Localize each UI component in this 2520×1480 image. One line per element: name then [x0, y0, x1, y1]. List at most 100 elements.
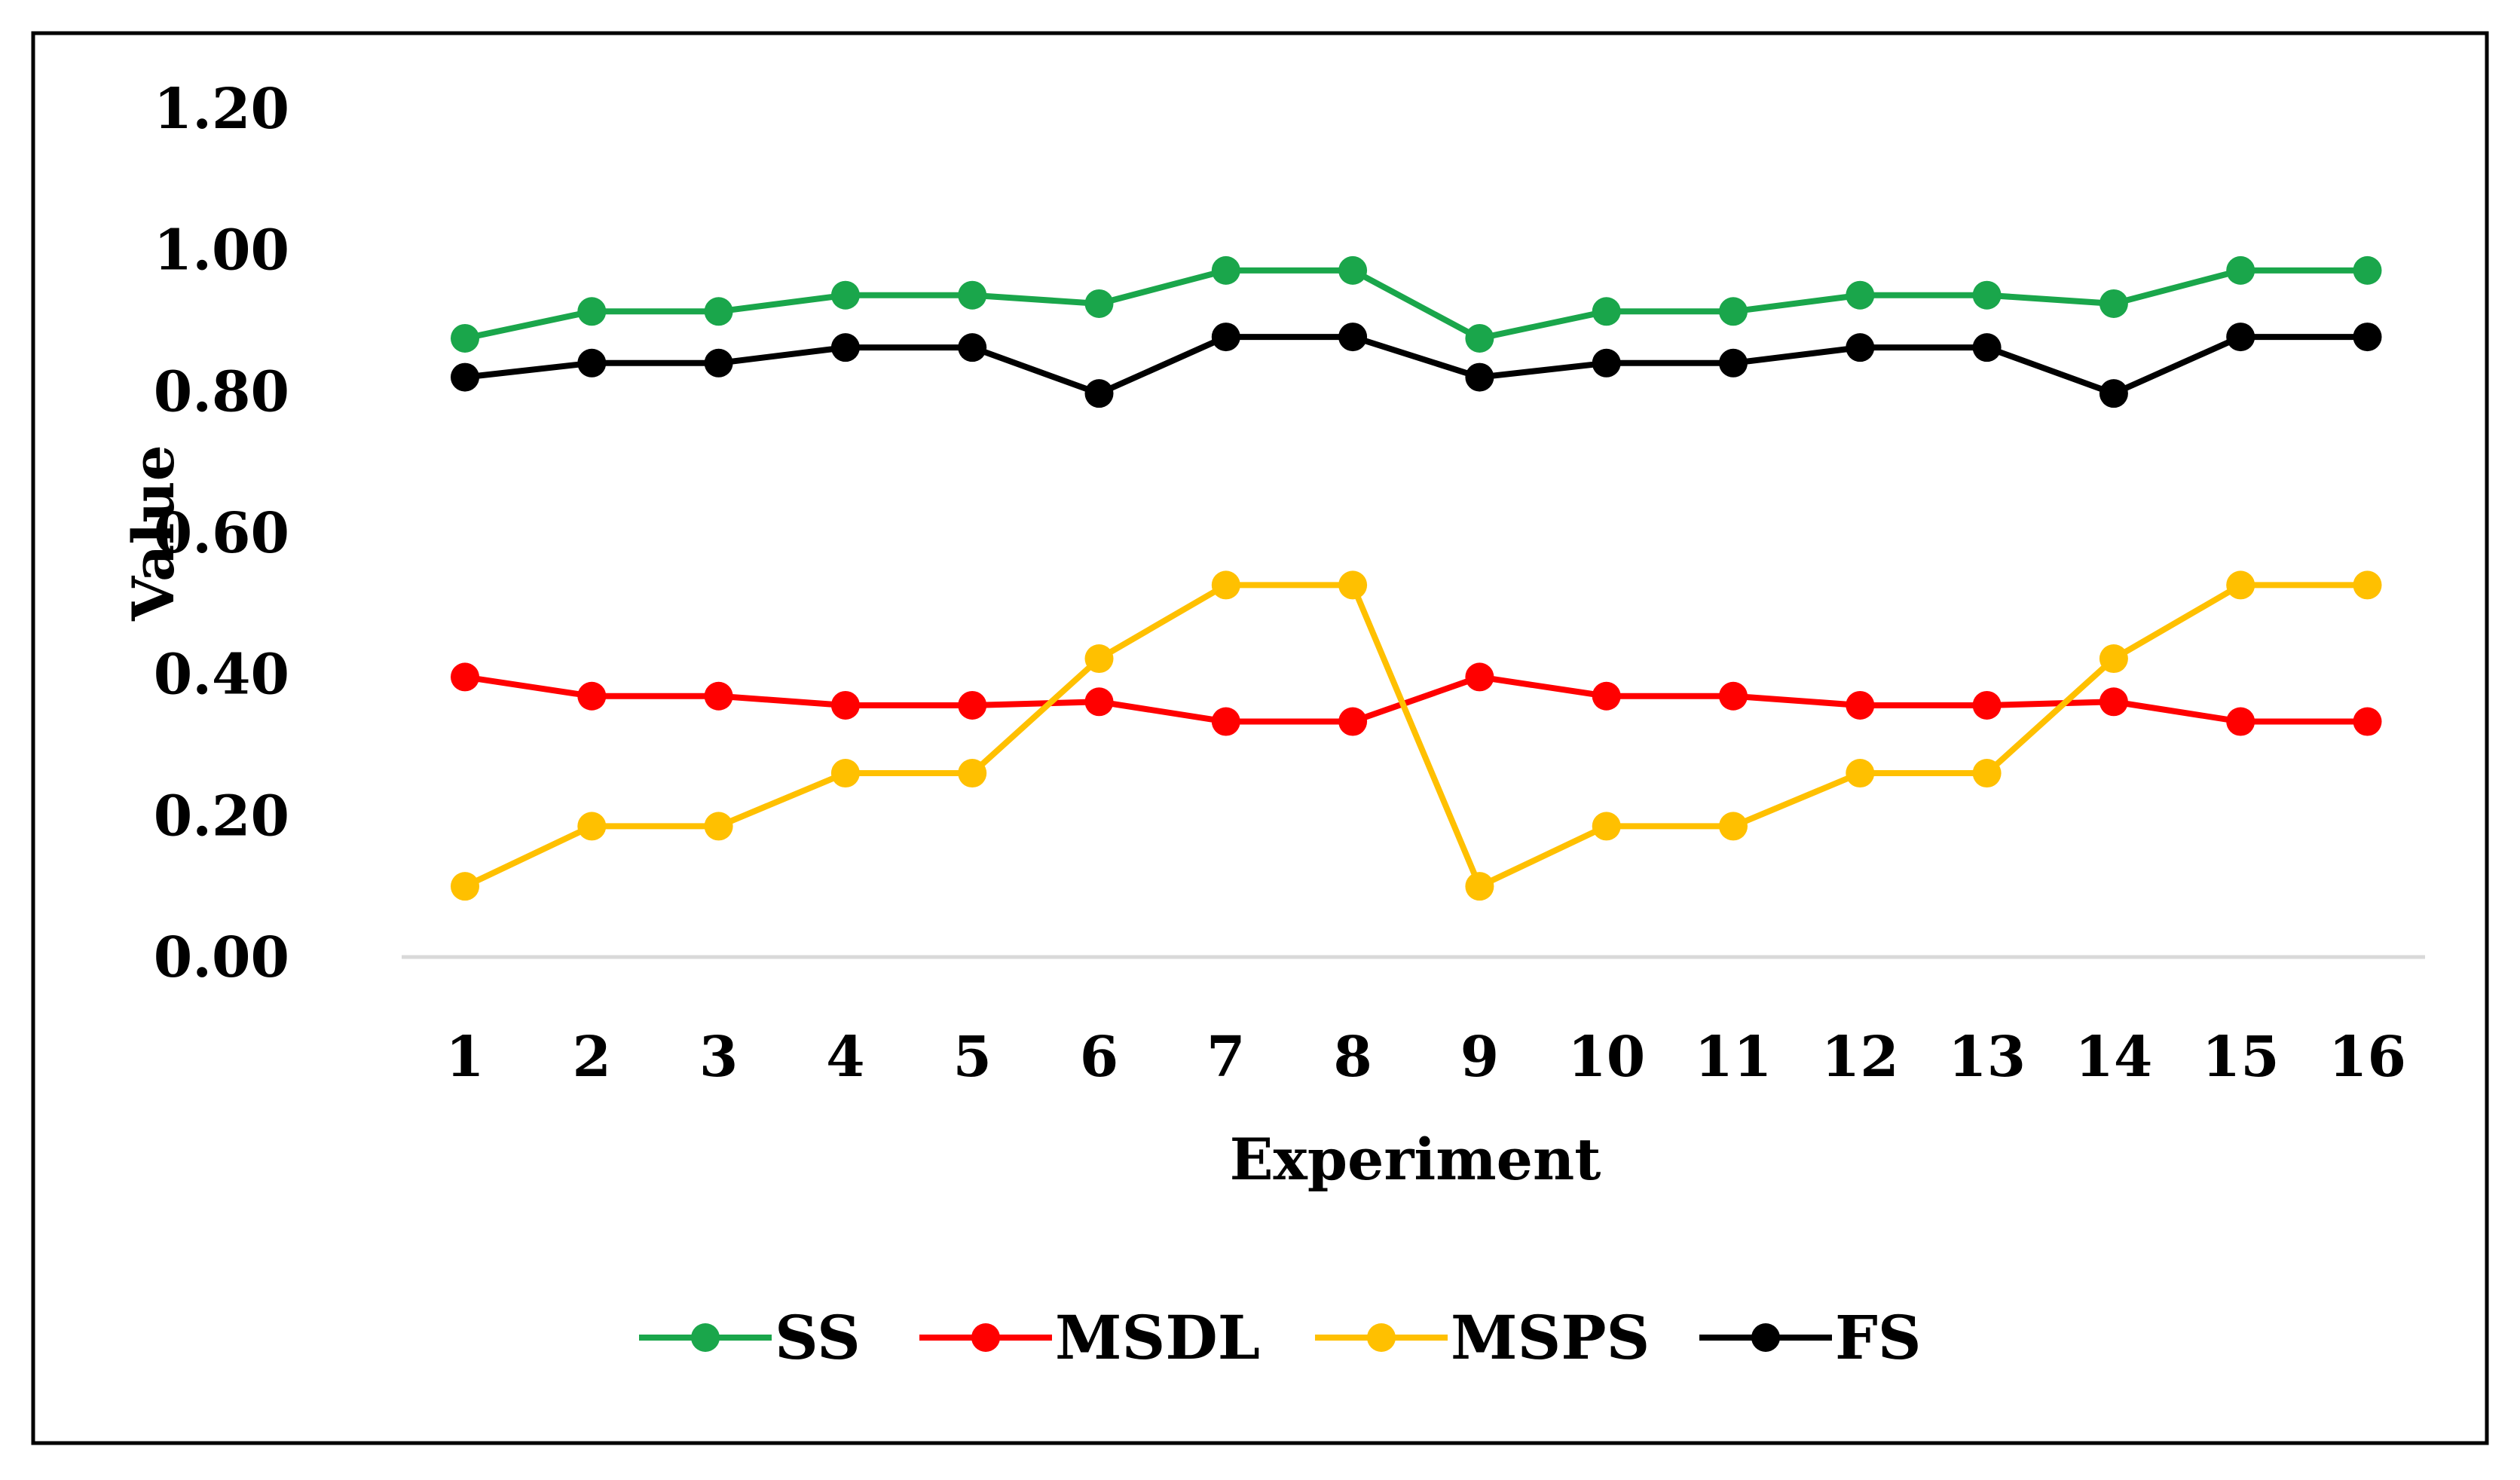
data-point-msps — [1338, 570, 1368, 600]
data-point-msps — [1846, 759, 1875, 788]
series-line-fs — [464, 334, 2368, 397]
data-point-fs — [704, 348, 733, 378]
legend-item-msdl: MSDL — [919, 1302, 1260, 1373]
data-point-fs — [1719, 348, 1748, 378]
x-tick-label: 1 — [445, 1025, 485, 1090]
legend-item-fs: FS — [1699, 1302, 1922, 1373]
data-point-fs — [1465, 362, 1494, 392]
series-line-ss — [464, 267, 2368, 341]
legend-label: FS — [1835, 1302, 1922, 1373]
data-point-msdl — [1084, 687, 1114, 717]
data-point-msdl — [1211, 707, 1240, 736]
data-point-ss — [1465, 323, 1494, 353]
data-point-ss — [2353, 255, 2382, 285]
data-point-msdl — [2099, 687, 2128, 717]
x-tick-label: 5 — [953, 1025, 992, 1090]
x-axis-title: Experiment — [1230, 1126, 1601, 1193]
data-point-fs — [1972, 333, 2002, 362]
data-point-msdl — [577, 681, 607, 711]
legend-item-ss: SS — [639, 1302, 861, 1373]
legend: SS MSDL MSPS FS — [639, 1302, 1922, 1373]
data-point-ss — [1846, 280, 1875, 310]
data-point-msdl — [2353, 707, 2382, 736]
legend-marker — [691, 1323, 720, 1352]
data-point-msps — [1084, 644, 1114, 674]
y-tick-label: 1.00 — [154, 219, 289, 283]
data-point-ss — [577, 297, 607, 326]
x-tick-label: 14 — [2075, 1025, 2152, 1090]
x-axis-ticks: 1 2 3 4 5 6 7 8 9 10 11 12 13 14 15 16 — [445, 1025, 2406, 1090]
data-point-msdl — [958, 690, 987, 720]
data-point-fs — [451, 362, 479, 392]
x-tick-label: 6 — [1080, 1025, 1119, 1090]
data-point-ss — [2099, 289, 2128, 318]
data-point-msps — [1719, 812, 1748, 841]
series-msps — [451, 570, 2382, 901]
data-point-ss — [704, 297, 733, 326]
x-tick-label: 11 — [1695, 1025, 1772, 1090]
chart-border — [31, 31, 2489, 1445]
legend-marker — [1751, 1323, 1780, 1352]
legend-marker — [1367, 1323, 1396, 1352]
data-point-ss — [2226, 255, 2255, 285]
series-ss — [451, 255, 2382, 353]
data-point-ss — [1592, 297, 1621, 326]
data-point-msps — [704, 812, 733, 841]
data-point-msdl — [2226, 707, 2255, 736]
data-point-msps — [1211, 570, 1240, 600]
x-tick-label: 8 — [1333, 1025, 1372, 1090]
y-axis-ticks: 0.00 0.20 0.40 0.60 0.80 1.00 1.20 — [154, 77, 289, 990]
data-point-msdl — [830, 690, 860, 720]
data-point-msps — [830, 759, 860, 788]
data-point-ss — [958, 280, 987, 310]
data-point-msps — [2226, 570, 2255, 600]
y-tick-label: 0.60 — [154, 501, 289, 566]
series-line-msdl — [464, 674, 2368, 725]
data-point-ss — [830, 280, 860, 310]
data-point-fs — [1338, 323, 1368, 352]
legend-marker — [971, 1323, 1000, 1352]
x-tick-label: 9 — [1460, 1025, 1500, 1090]
x-tick-label: 2 — [573, 1025, 612, 1090]
data-point-fs — [2226, 323, 2255, 352]
data-point-msps — [2099, 644, 2128, 674]
series-line-msps — [463, 582, 2368, 890]
y-tick-label: 0.20 — [154, 784, 289, 849]
data-point-msdl — [1972, 690, 2002, 720]
data-point-msdl — [451, 662, 479, 692]
y-tick-label: 0.80 — [154, 359, 289, 424]
data-point-fs — [2353, 323, 2382, 352]
data-point-msps — [1465, 872, 1494, 901]
data-point-msps — [577, 812, 607, 841]
data-point-ss — [1338, 255, 1368, 285]
data-point-msps — [451, 872, 479, 901]
data-point-ss — [1972, 280, 2002, 310]
x-tick-label: 7 — [1206, 1025, 1246, 1090]
x-tick-label: 10 — [1567, 1025, 1645, 1090]
data-point-msps — [1592, 812, 1621, 841]
data-point-fs — [1084, 379, 1114, 408]
y-tick-label: 0.40 — [154, 643, 289, 708]
data-point-fs — [830, 333, 860, 362]
x-tick-label: 15 — [2202, 1025, 2280, 1090]
data-point-ss — [451, 323, 479, 353]
data-point-msdl — [1465, 662, 1494, 692]
data-point-msdl — [704, 681, 733, 711]
legend-item-msps: MSPS — [1315, 1302, 1650, 1373]
data-point-msps — [2353, 570, 2382, 600]
data-point-fs — [1846, 333, 1875, 362]
data-point-ss — [1211, 255, 1240, 285]
data-point-fs — [958, 333, 987, 362]
legend-label: MSDL — [1055, 1302, 1260, 1373]
y-tick-label: 0.00 — [154, 925, 289, 990]
legend-label: SS — [775, 1302, 861, 1373]
x-tick-label: 13 — [1948, 1025, 2026, 1090]
y-tick-label: 1.20 — [154, 77, 289, 142]
series-msdl — [451, 662, 2382, 736]
data-point-msdl — [1846, 690, 1875, 720]
data-point-ss — [1719, 297, 1748, 326]
x-tick-label: 4 — [826, 1025, 865, 1090]
data-point-msdl — [1338, 707, 1368, 736]
